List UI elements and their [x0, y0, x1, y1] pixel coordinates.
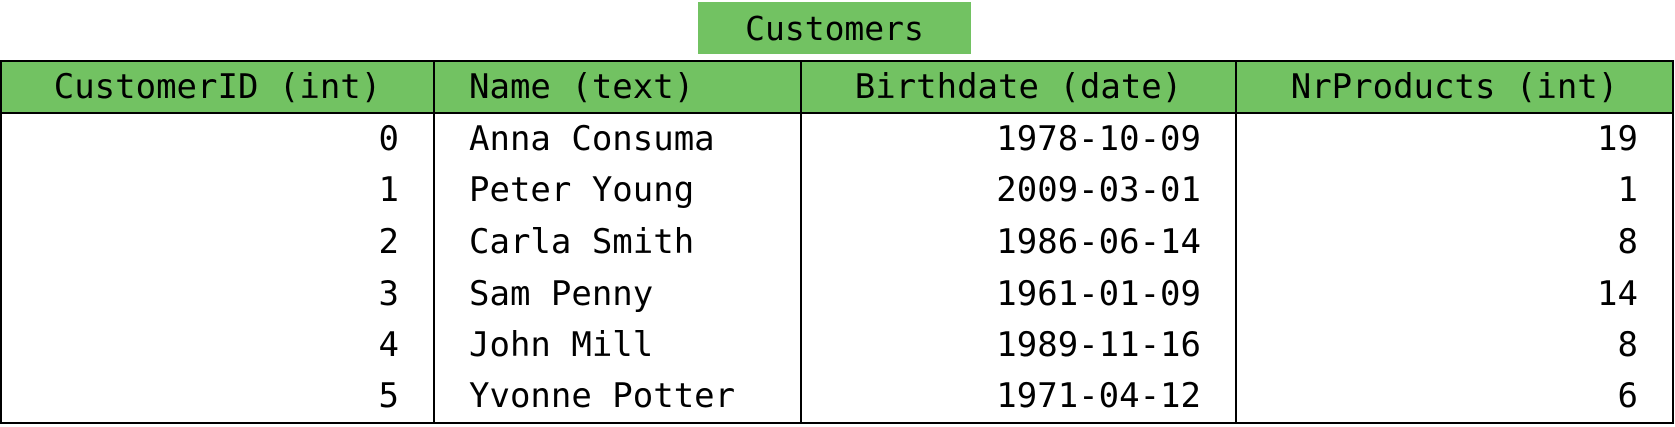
cell-nrproducts: 19	[1235, 113, 1674, 165]
table-row: 4 John Mill 1989-11-16 8	[0, 319, 1674, 371]
column-header-customerid: CustomerID (int)	[0, 60, 434, 114]
cell-birthdate: 1989-11-16	[800, 319, 1236, 371]
cell-customerid: 4	[0, 319, 434, 371]
cell-nrproducts: 8	[1235, 319, 1674, 371]
cell-name: Sam Penny	[433, 267, 801, 320]
cell-nrproducts: 14	[1235, 267, 1674, 320]
cell-name: Yvonne Potter	[433, 370, 801, 424]
cell-nrproducts: 1	[1235, 164, 1674, 217]
column-header-birthdate: Birthdate (date)	[800, 60, 1236, 114]
table-row: 2 Carla Smith 1986-06-14 8	[0, 216, 1674, 268]
cell-birthdate: 1971-04-12	[800, 370, 1236, 424]
table-row: 1 Peter Young 2009-03-01 1	[0, 164, 1674, 217]
column-header-nrproducts: NrProducts (int)	[1235, 60, 1674, 114]
customers-table: CustomerID (int) Name (text) Birthdate (…	[0, 60, 1674, 424]
cell-customerid: 2	[0, 216, 434, 268]
cell-nrproducts: 8	[1235, 216, 1674, 268]
table-title: Customers	[698, 2, 971, 54]
cell-name: John Mill	[433, 319, 801, 371]
cell-birthdate: 1978-10-09	[800, 113, 1236, 165]
cell-birthdate: 1986-06-14	[800, 216, 1236, 268]
table-row: 0 Anna Consuma 1978-10-09 19	[0, 113, 1674, 165]
cell-customerid: 1	[0, 164, 434, 217]
table-header-row: CustomerID (int) Name (text) Birthdate (…	[0, 60, 1674, 114]
table-row: 3 Sam Penny 1961-01-09 14	[0, 267, 1674, 320]
cell-name: Anna Consuma	[433, 113, 801, 165]
cell-name: Carla Smith	[433, 216, 801, 268]
cell-customerid: 5	[0, 370, 434, 424]
cell-name: Peter Young	[433, 164, 801, 217]
cell-nrproducts: 6	[1235, 370, 1674, 424]
cell-customerid: 3	[0, 267, 434, 320]
cell-customerid: 0	[0, 113, 434, 165]
column-header-name: Name (text)	[433, 60, 801, 114]
cell-birthdate: 2009-03-01	[800, 164, 1236, 217]
cell-birthdate: 1961-01-09	[800, 267, 1236, 320]
table-row: 5 Yvonne Potter 1971-04-12 6	[0, 370, 1674, 424]
